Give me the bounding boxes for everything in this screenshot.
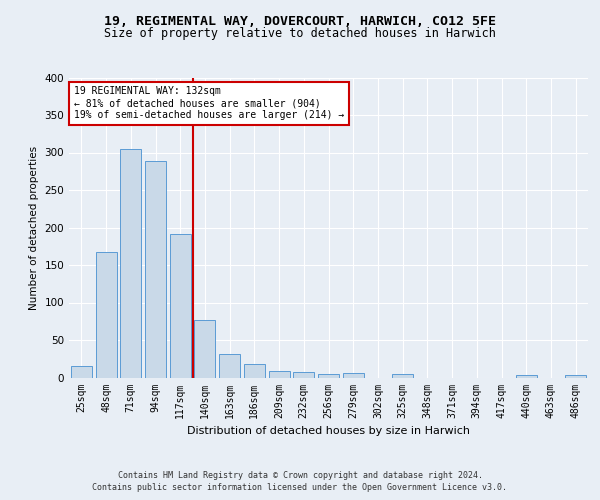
Bar	[269, 371, 290, 378]
Bar	[293, 372, 314, 378]
Text: Contains public sector information licensed under the Open Government Licence v3: Contains public sector information licen…	[92, 484, 508, 492]
Text: Contains HM Land Registry data © Crown copyright and database right 2024.: Contains HM Land Registry data © Crown c…	[118, 471, 482, 480]
Bar	[343, 373, 364, 378]
Bar	[145, 161, 166, 378]
Bar	[244, 364, 265, 378]
Bar	[170, 234, 191, 378]
Bar	[516, 375, 537, 378]
Bar	[194, 320, 215, 378]
Bar	[392, 374, 413, 378]
Y-axis label: Number of detached properties: Number of detached properties	[29, 146, 39, 310]
Text: Size of property relative to detached houses in Harwich: Size of property relative to detached ho…	[104, 28, 496, 40]
Bar	[565, 375, 586, 378]
Text: 19 REGIMENTAL WAY: 132sqm
← 81% of detached houses are smaller (904)
19% of semi: 19 REGIMENTAL WAY: 132sqm ← 81% of detac…	[74, 86, 344, 120]
Bar	[219, 354, 240, 378]
Bar	[318, 374, 339, 378]
Bar	[71, 366, 92, 378]
Text: 19, REGIMENTAL WAY, DOVERCOURT, HARWICH, CO12 5FE: 19, REGIMENTAL WAY, DOVERCOURT, HARWICH,…	[104, 15, 496, 28]
Bar	[95, 252, 116, 378]
Bar	[120, 149, 141, 378]
X-axis label: Distribution of detached houses by size in Harwich: Distribution of detached houses by size …	[187, 426, 470, 436]
